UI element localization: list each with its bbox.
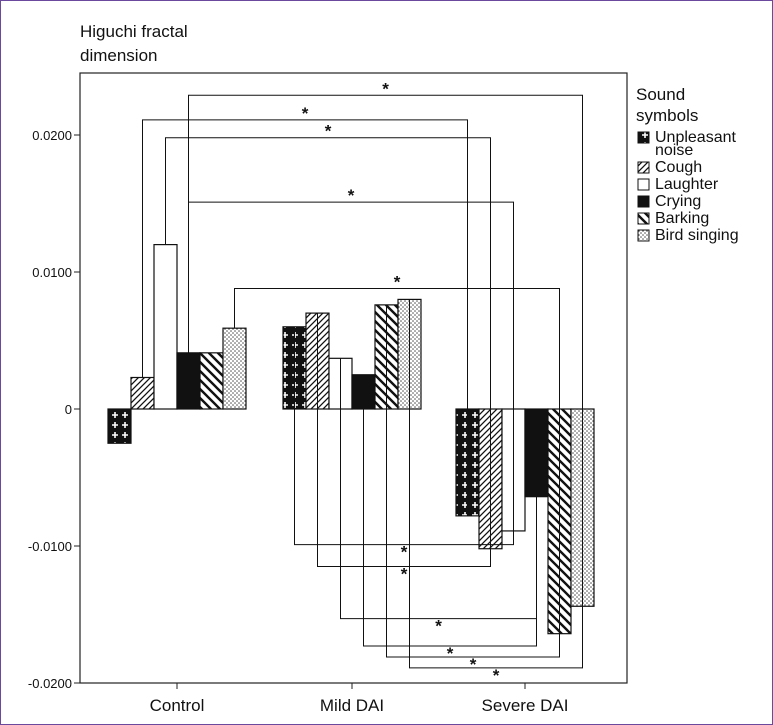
y-tick-label: -0.0100 (28, 539, 72, 554)
significance-bracket (409, 299, 583, 669)
significance-bracket (142, 119, 468, 516)
legend-label: Cough (655, 159, 702, 176)
bar (176, 352, 201, 410)
significance-bracket (165, 137, 491, 549)
legend-label: Crying (655, 193, 701, 210)
significance-marker: * (401, 543, 408, 562)
legend-label: Bird singing (655, 227, 739, 244)
legend-item: Cough (637, 159, 702, 176)
legend-swatch (637, 178, 650, 191)
significance-marker: * (470, 655, 477, 674)
y-tick-label: 0 (65, 402, 72, 417)
y-tick-label: 0.0100 (32, 265, 72, 280)
y-tick-label: -0.0200 (28, 676, 72, 691)
legend-swatch (637, 161, 650, 174)
x-axis: Control Mild DAI Severe DAI (150, 683, 569, 715)
significance-marker: * (394, 272, 401, 291)
y-axis-title: Higuchi fractal dimension (80, 22, 188, 65)
y-axis-title-line-1: Higuchi fractal (80, 22, 188, 41)
legend-swatch (637, 131, 650, 144)
legend: Sound symbols UnpleasantnoiseCoughLaught… (636, 85, 739, 244)
legend-label: Unpleasant (655, 129, 737, 146)
significance-bracket (363, 374, 537, 647)
significance-bracket (386, 304, 560, 658)
significance-brackets: * * * * * * * * * * * (142, 79, 583, 685)
y-axis-title-line-2: dimension (80, 46, 158, 65)
y-tick-label: 0.0200 (32, 128, 72, 143)
x-tick-label: Control (150, 696, 205, 715)
bar (130, 376, 155, 410)
y-axis: 0.0200 0.0100 0 -0.0100 -0.0200 (28, 128, 80, 691)
legend-item: Crying (637, 193, 701, 210)
bar (107, 408, 132, 444)
significance-marker: * (447, 644, 454, 663)
legend-title-line-1: Sound (636, 85, 685, 104)
legend-item: Bird singing (637, 227, 739, 244)
legend-swatch (637, 229, 650, 242)
significance-bracket (294, 326, 514, 546)
legend-label: Barking (655, 210, 709, 227)
significance-marker: * (325, 122, 332, 141)
plot-area (79, 72, 628, 684)
legend-title-line-2: symbols (636, 106, 698, 125)
legend-swatch (637, 212, 650, 225)
significance-marker: * (401, 565, 408, 584)
bar (524, 408, 549, 498)
legend-label: Laughter (655, 176, 719, 193)
x-tick-label: Mild DAI (320, 696, 384, 715)
significance-marker: * (302, 104, 309, 123)
legend-item: Laughter (637, 176, 719, 193)
significance-bracket (188, 201, 514, 531)
significance-marker: * (382, 79, 389, 98)
legend-swatch (637, 195, 650, 208)
significance-bracket (317, 313, 491, 568)
x-tick-label: Severe DAI (482, 696, 569, 715)
significance-bracket (234, 287, 560, 634)
bar (199, 352, 224, 410)
bar (222, 327, 247, 410)
legend-item: Barking (637, 210, 709, 227)
significance-marker: * (348, 186, 355, 205)
bars (107, 244, 595, 635)
significance-marker: * (435, 617, 442, 636)
legend-label: noise (655, 142, 693, 159)
significance-marker: * (493, 666, 500, 685)
bar (153, 244, 178, 410)
